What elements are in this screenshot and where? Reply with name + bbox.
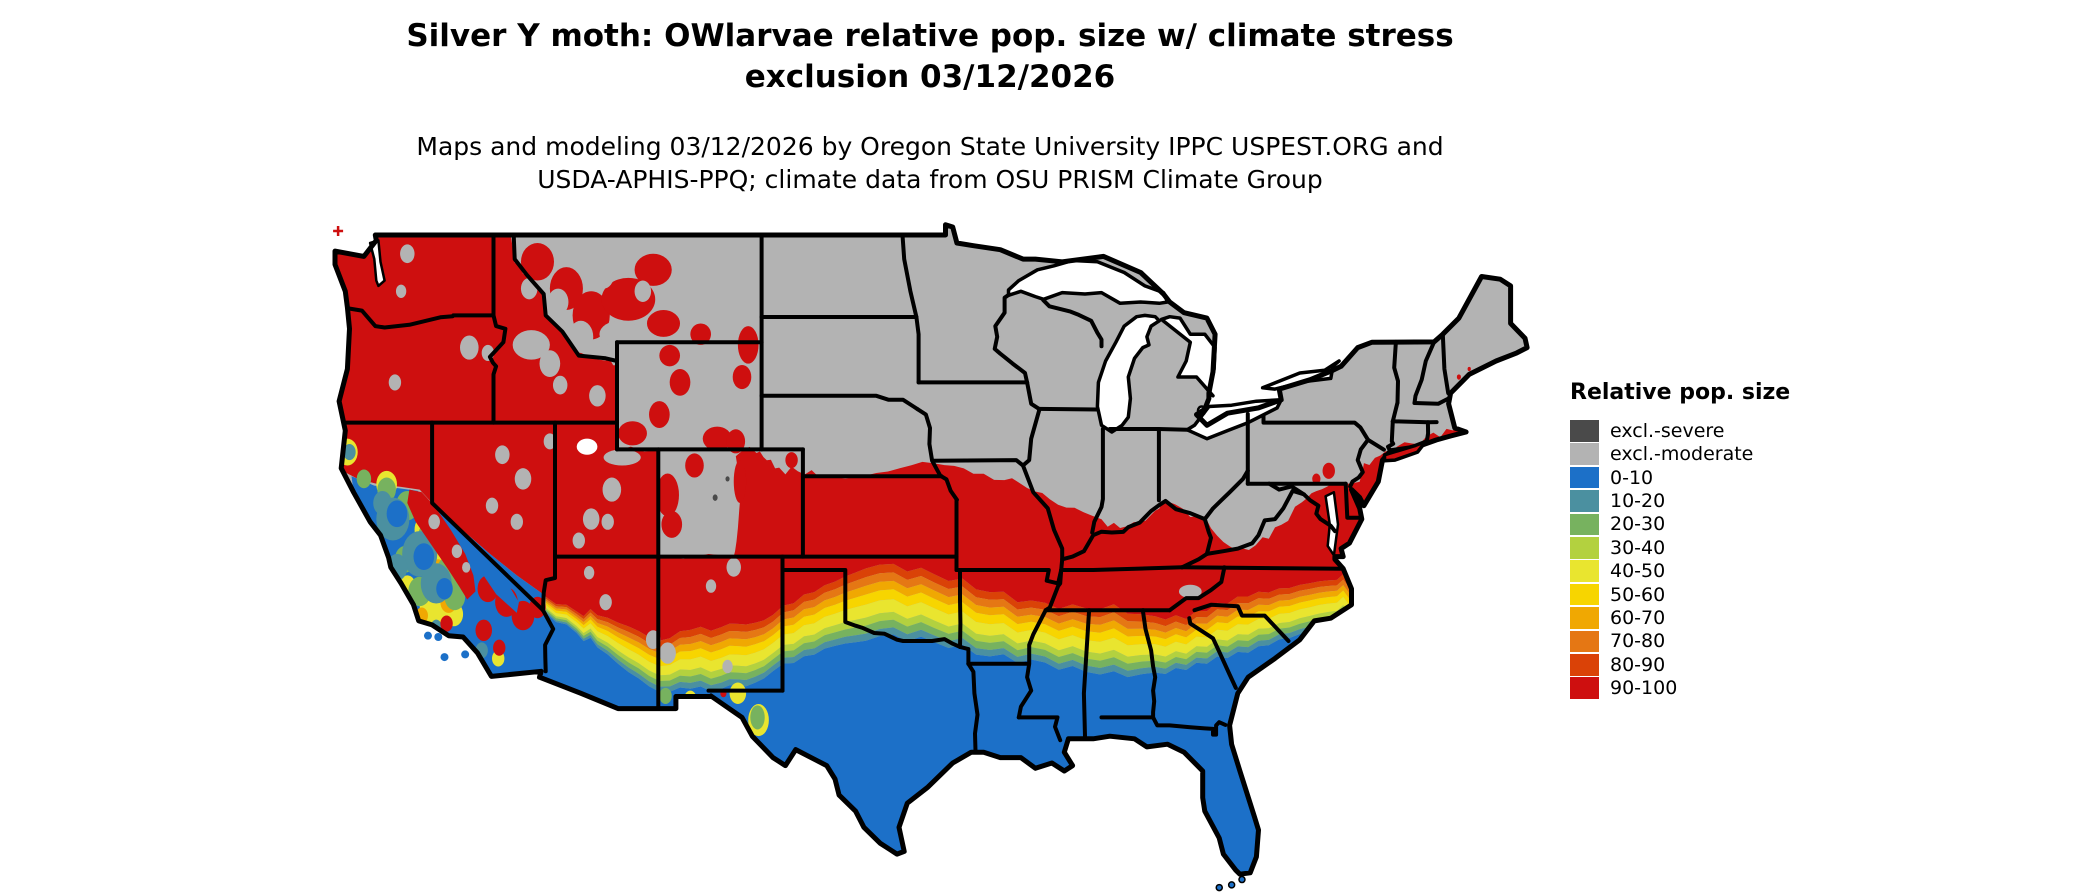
legend-row: 60-70 [1570, 607, 1790, 629]
legend-row: excl.-moderate [1570, 443, 1790, 465]
legend-rows: excl.-severe excl.-moderate 0-10 10-20 20-30… [1570, 420, 1790, 699]
legend-label: 40-50 [1610, 560, 1666, 583]
legend-label: 80-90 [1610, 653, 1666, 676]
legend-swatch [1570, 560, 1599, 582]
legend-row: 40-50 [1570, 560, 1790, 582]
legend-row: 10-20 [1570, 490, 1790, 512]
legend: Relative pop. size excl.-severe excl.-mod… [1570, 380, 1790, 701]
legend-row: 90-100 [1570, 677, 1790, 699]
legend-row: 30-40 [1570, 537, 1790, 559]
legend-label: 70-80 [1610, 630, 1666, 653]
legend-label: excl.-moderate [1610, 443, 1754, 466]
legend-swatch [1570, 630, 1599, 653]
legend-swatch [1570, 607, 1599, 629]
legend-swatch [1570, 443, 1599, 465]
legend-swatch [1570, 677, 1599, 699]
legend-label: 90-100 [1610, 677, 1678, 700]
legend-row: 0-10 [1570, 467, 1790, 489]
legend-swatch [1570, 513, 1599, 536]
map-title-line1: Silver Y moth: OWlarvae relative pop. si… [406, 18, 1454, 54]
legend-swatch [1570, 466, 1599, 489]
legend-swatch [1570, 653, 1599, 676]
legend-label: 50-60 [1610, 583, 1666, 606]
legend-row: excl.-severe [1570, 420, 1790, 442]
state-borders-layer [343, 233, 1451, 753]
legend-swatch [1570, 420, 1599, 442]
map-subtitle-line2: USDA-APHIS-PPQ; climate data from OSU PR… [537, 165, 1323, 194]
legend-label: 60-70 [1610, 606, 1666, 629]
legend-label: excl.-severe [1610, 419, 1725, 442]
legend-row: 20-30 [1570, 513, 1790, 536]
legend-swatch [1570, 536, 1599, 559]
legend-row: 80-90 [1570, 654, 1790, 676]
map-subtitle-line1: Maps and modeling 03/12/2026 by Oregon S… [416, 132, 1444, 161]
legend-row: 70-80 [1570, 630, 1790, 653]
long-island [1382, 439, 1428, 463]
legend-title: Relative pop. size [1570, 380, 1791, 405]
legend-label: 30-40 [1610, 536, 1666, 559]
legend-label: 0-10 [1610, 466, 1654, 489]
map-title-line2: exclusion 03/12/2026 [744, 59, 1116, 95]
legend-label: 20-30 [1610, 513, 1666, 536]
map-subtitle: Maps and modeling 03/12/2026 by Oregon S… [0, 130, 1860, 196]
stray-point-marker [333, 225, 344, 236]
legend-label: 10-20 [1610, 489, 1666, 512]
legend-row: 50-60 [1570, 584, 1790, 606]
map-title: Silver Y moth: OWlarvae relative pop. si… [0, 16, 1860, 98]
legend-swatch [1570, 490, 1599, 512]
legend-swatch [1570, 583, 1599, 606]
